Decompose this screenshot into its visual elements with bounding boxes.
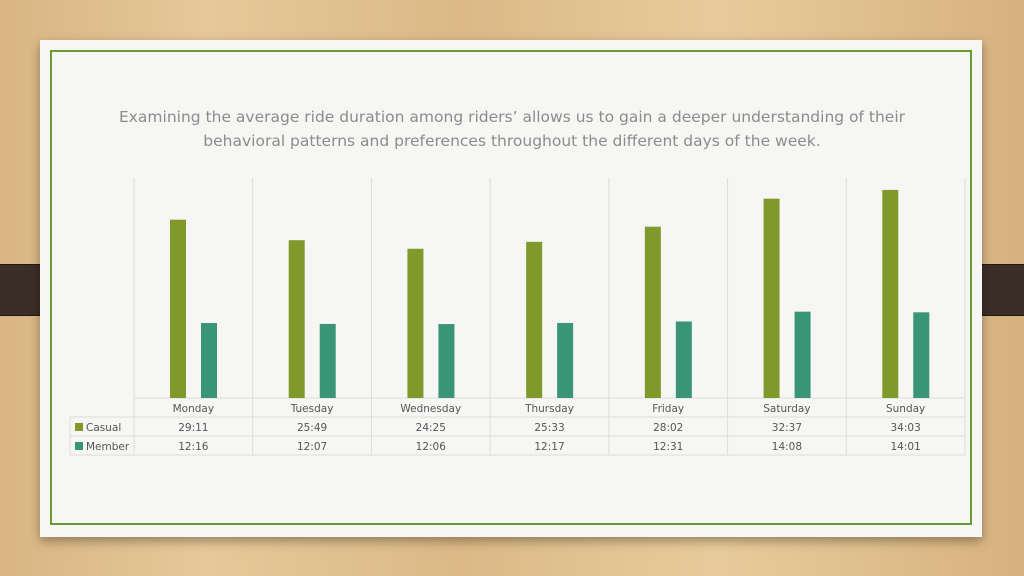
category-label: Sunday [886, 403, 925, 415]
category-label: Saturday [763, 403, 810, 415]
table-cell-member: 12:17 [534, 441, 564, 453]
legend-label-member: Member [86, 441, 130, 453]
category-label: Friday [652, 403, 684, 415]
table-cell-casual: 28:02 [653, 422, 683, 434]
slide-frame [50, 50, 972, 525]
table-cell-casual: 32:37 [772, 422, 802, 434]
bar-casual-monday [170, 219, 186, 398]
bar-member-monday [201, 323, 217, 398]
table-cell-member: 12:06 [416, 441, 447, 453]
legend-key-casual [75, 423, 83, 431]
table-cell-casual: 25:33 [534, 422, 564, 434]
bar-casual-sunday [882, 189, 899, 398]
slide-card [40, 40, 982, 537]
bar-casual-wednesday [407, 248, 424, 398]
table-cell-member: 14:01 [891, 441, 921, 453]
slide-text: Examining the average ride duration amon… [118, 108, 906, 150]
bar-casual-tuesday [288, 240, 305, 398]
bar-casual-saturday [763, 198, 780, 398]
bar-casual-friday [644, 226, 661, 398]
bar-member-friday [675, 321, 692, 398]
category-label: Monday [173, 403, 214, 415]
legend-label-casual: Casual [86, 422, 121, 434]
table-cell-member: 12:31 [653, 441, 683, 453]
bar-member-saturday [794, 311, 811, 398]
table-cell-casual: 29:11 [178, 422, 208, 434]
bar-member-sunday [913, 312, 930, 398]
table-cell-casual: 25:49 [297, 422, 327, 434]
table-cell-member: 12:07 [297, 441, 327, 453]
category-label: Wednesday [400, 403, 461, 415]
table-cell-member: 14:08 [772, 441, 802, 453]
bar-member-tuesday [319, 323, 336, 398]
bar-member-wednesday [438, 324, 455, 398]
category-label: Tuesday [290, 403, 334, 415]
legend-key-member [75, 442, 83, 450]
bar-member-thursday [557, 322, 574, 398]
bar-casual-thursday [526, 241, 543, 398]
category-label: Thursday [524, 403, 574, 415]
table-cell-casual: 24:25 [416, 422, 446, 434]
table-cell-casual: 34:03 [891, 422, 921, 434]
table-cell-member: 12:16 [178, 441, 209, 453]
